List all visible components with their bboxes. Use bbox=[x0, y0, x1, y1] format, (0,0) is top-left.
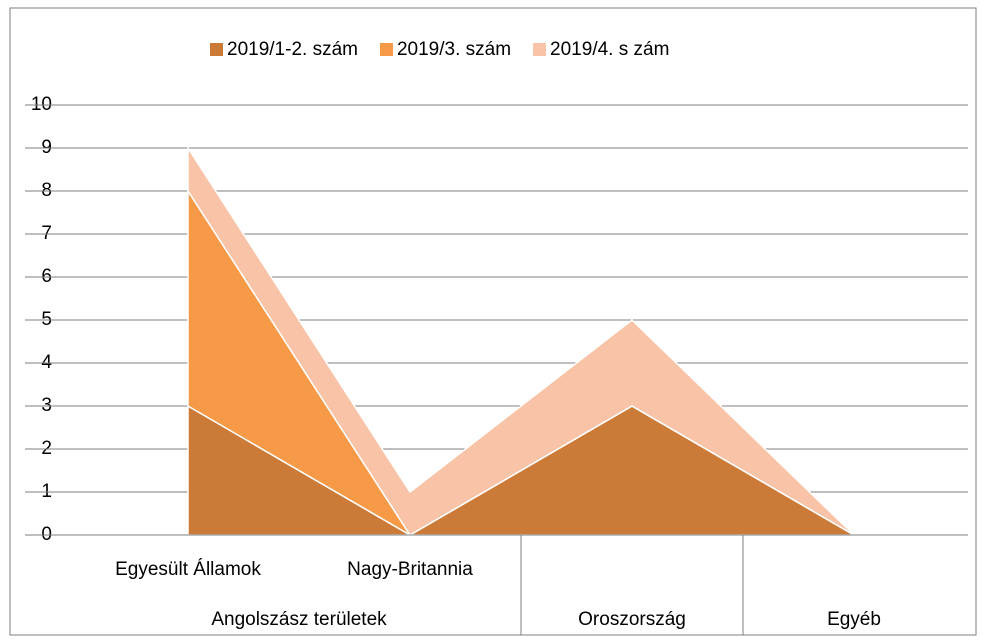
chart-frame bbox=[9, 7, 977, 636]
x-tick-label: Egyesült Államok bbox=[115, 559, 261, 580]
legend-swatch bbox=[379, 43, 393, 56]
x-tick-label: Nagy-Britannia bbox=[347, 559, 473, 580]
legend-swatch bbox=[533, 43, 547, 56]
group-label: Egyéb bbox=[827, 609, 881, 630]
legend-swatch bbox=[210, 43, 223, 56]
group-label: Oroszország bbox=[578, 609, 686, 630]
legend-label: 2019/1-2. szám bbox=[227, 39, 358, 60]
area bbox=[187, 147, 855, 536]
legend-label: 2019/3. szám bbox=[397, 39, 511, 60]
group-label: Angolszász területek bbox=[211, 609, 387, 630]
legend-label: 2019/4. s zám bbox=[550, 39, 669, 60]
